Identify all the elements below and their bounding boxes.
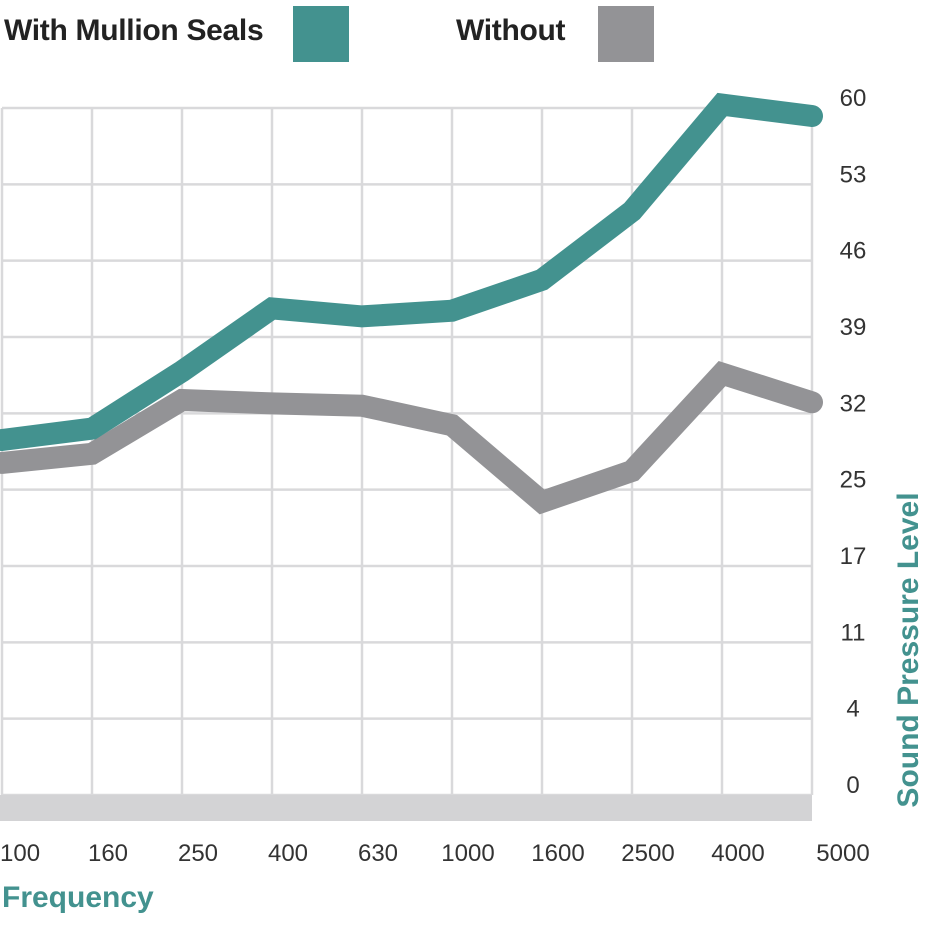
y-tick-label: 39 xyxy=(840,314,867,341)
x-tick-label: 100 xyxy=(0,840,40,867)
x-tick-label: 630 xyxy=(358,840,398,867)
x-tick-label: 2500 xyxy=(621,840,674,867)
x-tick-label: 5000 xyxy=(816,840,869,867)
baseline-band xyxy=(0,795,812,821)
y-tick-labels: 0 4 11 17 25 32 39 46 53 60 xyxy=(840,85,867,799)
y-tick-label: 53 xyxy=(840,161,867,188)
grid xyxy=(0,106,814,821)
y-tick-label: 32 xyxy=(840,390,867,417)
legend-label-without: Without xyxy=(456,14,566,47)
y-tick-label: 25 xyxy=(840,467,867,494)
y-tick-label: 60 xyxy=(840,85,867,112)
series-layer xyxy=(0,92,823,515)
x-tick-labels: 100 160 250 400 630 1000 1600 2500 4000 5000 xyxy=(0,840,870,867)
x-tick-label: 4000 xyxy=(711,840,764,867)
y-tick-label: 0 xyxy=(846,772,859,799)
x-tick-label: 400 xyxy=(268,840,308,867)
series-line-with-seals xyxy=(0,92,823,451)
x-tick-label: 1600 xyxy=(531,840,584,867)
y-tick-label: 17 xyxy=(840,543,867,570)
x-tick-label: 1000 xyxy=(441,840,494,867)
series-line-without xyxy=(0,360,823,515)
y-axis-title: Sound Pressure Level xyxy=(892,492,925,807)
y-tick-label: 4 xyxy=(846,696,859,723)
legend-label-with-seals: With Mullion Seals xyxy=(4,14,264,47)
legend-swatch-without xyxy=(598,6,654,62)
y-tick-label: 46 xyxy=(840,238,867,265)
legend-swatch-with-seals xyxy=(293,6,349,62)
x-axis-title: Frequency xyxy=(2,881,154,914)
x-tick-label: 160 xyxy=(88,840,128,867)
x-tick-label: 250 xyxy=(178,840,218,867)
y-tick-label: 11 xyxy=(841,619,866,646)
